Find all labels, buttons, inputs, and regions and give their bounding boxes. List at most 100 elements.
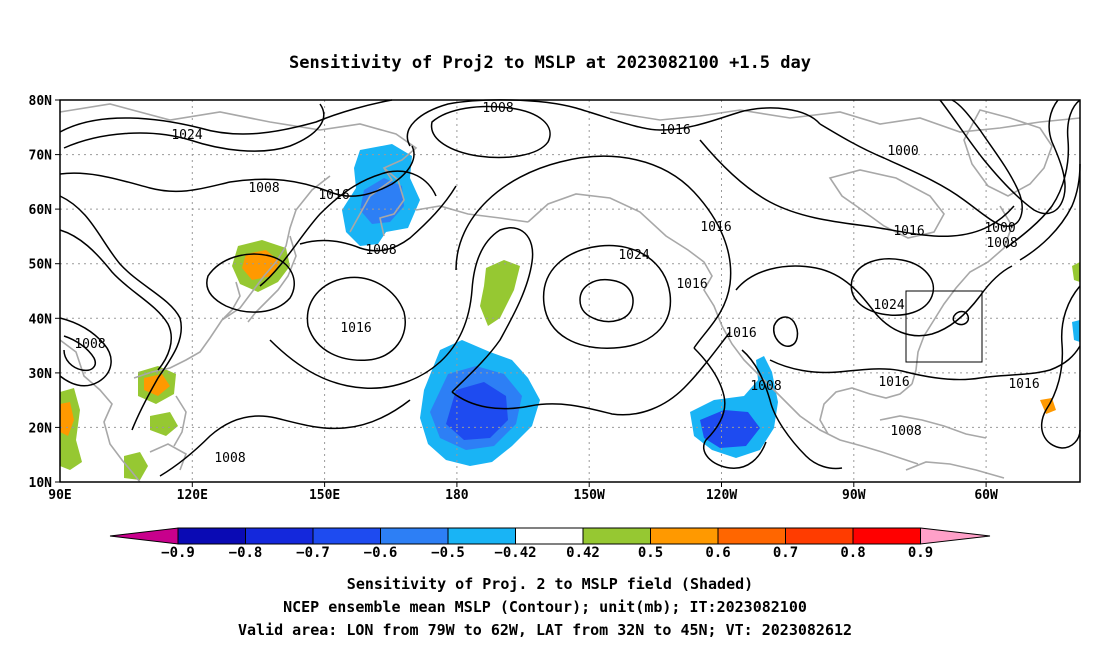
lat-tick-label: 70N xyxy=(29,149,53,164)
contour-label: 1016 xyxy=(1008,377,1039,392)
contour-label: 1000 xyxy=(887,144,918,159)
isobar-pacific-high-1016 xyxy=(455,155,732,349)
coastline-philippines xyxy=(173,395,187,447)
isobar-1016-dateline xyxy=(451,331,731,416)
colorbar-tick-label: 0.9 xyxy=(908,545,933,561)
colorbar-tick-label: 0.42 xyxy=(566,545,600,561)
mslp-contours xyxy=(59,99,1081,477)
caption-line: NCEP ensemble mean MSLP (Contour); unit(… xyxy=(283,598,807,616)
lat-tick-label: 80N xyxy=(29,94,53,109)
sensitivity-shading xyxy=(60,144,1080,480)
colorbar-bin xyxy=(447,527,516,545)
colorbar: −0.9 −0.8 −0.7 −0.6 −0.5 −0.42 0.42 0.5 … xyxy=(109,527,991,561)
isobar-canada-1000 xyxy=(819,99,1023,227)
coastline-north-america-east xyxy=(911,205,1013,385)
contour-labels: 1024 1008 1016 1008 1016 1008 1008 1008 … xyxy=(74,101,1039,466)
isobar-north-america-1016 xyxy=(699,139,1015,238)
contour-label: 1016 xyxy=(725,326,756,341)
positive-sensitivity-south-china-sea xyxy=(124,452,148,480)
colorbar-bin xyxy=(515,527,584,545)
lat-tick-label: 30N xyxy=(29,367,53,382)
isobar-arctic-north xyxy=(59,99,393,135)
contour-label: 1016 xyxy=(676,277,707,292)
colorbar-bin xyxy=(380,527,449,545)
contour-label: 1008 xyxy=(214,451,245,466)
contour-label: 1016 xyxy=(659,123,690,138)
contour-label: 1024 xyxy=(171,128,202,143)
lat-tick-label: 20N xyxy=(29,421,53,436)
grid-lines xyxy=(60,100,1080,482)
lon-tick-label: 150E xyxy=(309,488,340,503)
lat-tick-label: 40N xyxy=(29,312,53,327)
colorbar-tick-label: 0.5 xyxy=(638,545,663,561)
coastline-greenland xyxy=(963,109,1053,197)
figure-title: Sensitivity of Proj2 to MSLP at 20230821… xyxy=(289,53,811,73)
isobar-small-low-atlantic xyxy=(952,310,970,326)
map-frame xyxy=(59,99,1081,483)
isobar-aleutian-1008 xyxy=(430,105,551,159)
coastline-gulf-of-mexico xyxy=(819,383,913,435)
contour-label: 1008 xyxy=(890,424,921,439)
negative-sensitivity-west-pacific-core xyxy=(360,178,404,224)
lon-tick-label: 60W xyxy=(974,488,998,503)
contour-label: 1008 xyxy=(74,337,105,352)
isobar-east-pacific-1016 xyxy=(693,347,767,469)
longitude-axis: 90E 120E 150E 180 150W 120W 90W 60W xyxy=(48,482,998,503)
colorbar-bin xyxy=(582,527,651,545)
isobar-south-asia-inner xyxy=(63,335,96,372)
caption-line: Sensitivity of Proj. 2 to MSLP field (Sh… xyxy=(347,575,753,593)
isobar-south-asia-1008 xyxy=(59,317,112,387)
colorbar-bin xyxy=(245,527,314,545)
isobar-1016-west-pacific-low xyxy=(306,276,406,361)
contour-label: 1008 xyxy=(248,181,279,196)
isobar-japan-high xyxy=(206,253,295,313)
contour-label: 1008 xyxy=(986,236,1017,251)
isobar-us-1024 xyxy=(850,258,935,316)
contour-label: 1016 xyxy=(340,321,371,336)
colorbar-tick-label: −0.7 xyxy=(296,545,330,561)
colorbar-tick-label: −0.8 xyxy=(229,545,263,561)
caption-line: Valid area: LON from 79W to 62W, LAT fro… xyxy=(238,621,852,639)
lon-tick-label: 120E xyxy=(177,488,208,503)
coastline-korea xyxy=(223,281,241,319)
colorbar-tick-label: −0.9 xyxy=(161,545,195,561)
colorbar-bin xyxy=(177,527,246,545)
negative-sensitivity-dateline-core xyxy=(446,382,508,440)
isobar-pacific-high-core xyxy=(579,278,634,323)
coastline-asia-east xyxy=(133,175,331,379)
coastline-aleutians xyxy=(415,205,529,223)
contour-label: 1016 xyxy=(893,224,924,239)
isobar-pacific-high-1024 xyxy=(542,244,672,349)
lat-tick-label: 60N xyxy=(29,203,53,218)
coastline-south-asia xyxy=(59,339,141,483)
isobar-siberia-low xyxy=(63,103,325,152)
isobar-1016-northwest-pacific xyxy=(259,170,437,287)
map-panel: 1024 1008 1016 1008 1016 1008 1008 1008 … xyxy=(59,99,1081,483)
contour-label: 1024 xyxy=(618,248,649,263)
lon-tick-label: 150W xyxy=(574,488,605,503)
positive-sensitivity-japan-sea-core xyxy=(242,250,280,280)
lat-tick-label: 10N xyxy=(29,476,53,491)
contour-label: 1024 xyxy=(873,298,904,313)
latitude-axis: 80N 70N 60N 50N 40N 30N 20N 10N xyxy=(29,94,60,491)
valid-area-box xyxy=(905,290,983,363)
contour-label: 1008 xyxy=(750,379,781,394)
coastline-caribbean xyxy=(879,415,987,439)
colorbar-right-arrow xyxy=(920,527,991,545)
lon-tick-label: 180 xyxy=(445,488,469,503)
colorbar-tick-label: −0.42 xyxy=(494,545,536,561)
caption: Sensitivity of Proj. 2 to MSLP field (Sh… xyxy=(238,575,852,639)
positive-sensitivity-indochina xyxy=(150,412,178,436)
positive-sensitivity-atlantic-east xyxy=(1072,262,1080,282)
colorbar-bin xyxy=(785,527,854,545)
positive-sensitivity-northeast-pacific xyxy=(480,260,520,326)
contour-label: 1016 xyxy=(878,375,909,390)
isobar-east-asia xyxy=(59,195,182,431)
isobar-aleutian-1016 xyxy=(406,99,821,147)
colorbar-tick-label: −0.5 xyxy=(431,545,465,561)
isobar-small-low-east-pacific xyxy=(773,316,799,347)
isobar-tropics-1008 xyxy=(159,399,411,477)
lon-tick-label: 120W xyxy=(706,488,737,503)
colorbar-left-arrow xyxy=(109,527,179,545)
